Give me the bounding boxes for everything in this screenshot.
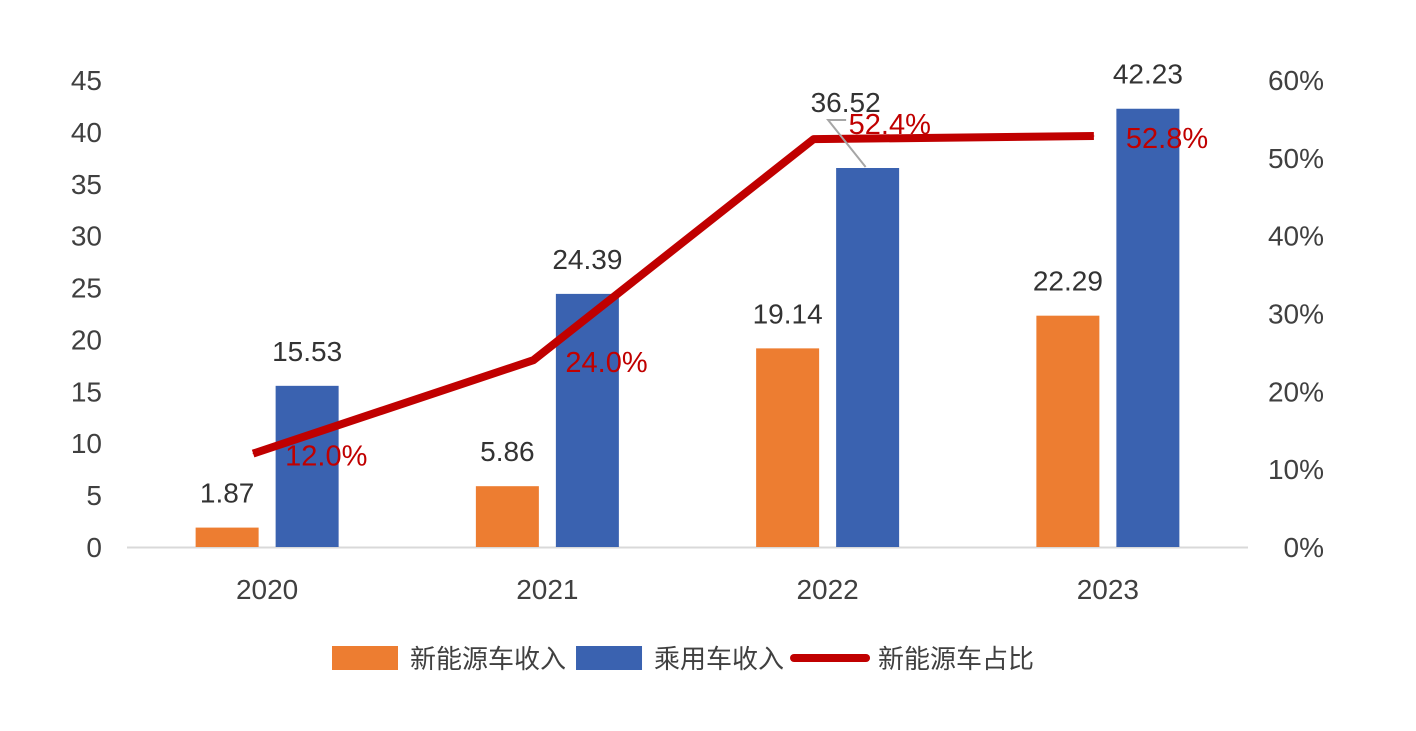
y-right-tick-label: 40% [1268, 221, 1324, 252]
y-left-tick-label: 5 [86, 480, 102, 511]
y-right-tick-label: 30% [1268, 299, 1324, 330]
bar-data-label: 1.87 [200, 478, 255, 509]
bar-data-label: 36.52 [811, 87, 881, 118]
y-left-tick-label: 10 [71, 428, 102, 459]
legend-swatch [576, 646, 643, 670]
x-tick-label: 2023 [1077, 574, 1139, 605]
line-layer [251, 132, 1095, 458]
label-leader-line [826, 119, 867, 168]
bar-data-label: 5.86 [480, 436, 535, 467]
y-right-tick-label: 20% [1268, 376, 1324, 407]
y-right-tick-label: 10% [1268, 454, 1324, 485]
bar [836, 168, 900, 548]
line-data-label: 12.0% [285, 441, 367, 473]
bar [756, 348, 820, 547]
bar [275, 385, 339, 547]
bar-data-label: 24.39 [552, 244, 622, 275]
y-right-tick-label: 60% [1268, 65, 1324, 96]
bar [1036, 315, 1100, 547]
y-left-tick-label: 15 [71, 376, 102, 407]
y-left-tick-label: 30 [71, 221, 102, 252]
bar-data-label: 22.29 [1033, 266, 1103, 297]
bar-data-label: 15.53 [272, 336, 342, 367]
y-left-tick-label: 35 [71, 169, 102, 200]
x-tick-label: 2021 [516, 574, 578, 605]
y-left-tick-label: 45 [71, 65, 102, 96]
legend: 新能源车收入 乘用车收入 新能源车占比 [332, 644, 1034, 674]
bar-data-label: 19.14 [753, 298, 823, 329]
line-point [532, 359, 534, 361]
x-tick-label: 2020 [236, 574, 298, 605]
bar-data-label: 42.23 [1113, 59, 1183, 90]
line-point [252, 453, 254, 455]
bars-layer [195, 108, 1180, 548]
labels-layer: 1.87 5.86 19.14 22.29 15.53 24.39 36.52 42.23 12… [200, 59, 1208, 509]
y-left-tick-label: 0 [86, 532, 102, 563]
x-tick-label: 2022 [796, 574, 858, 605]
axes-layer: 0 5 10 15 20 25 30 35 40 45 0% 10% 20% 30% 40% 50% 60% 20… [71, 65, 1324, 605]
bar [1116, 108, 1180, 547]
line-data-label: 52.8% [1126, 123, 1208, 155]
y-left-tick-label: 25 [71, 273, 102, 304]
y-left-tick-label: 40 [71, 117, 102, 148]
line-data-label: 52.4% [849, 109, 931, 141]
line-point [813, 138, 815, 140]
y-right-tick-label: 0% [1284, 532, 1324, 563]
y-right-tick-label: 50% [1268, 143, 1324, 174]
bar [195, 527, 259, 547]
legend-swatch [332, 646, 398, 670]
line-data-label: 24.0% [565, 347, 647, 379]
legend-label: 新能源车占比 [878, 644, 1034, 674]
y-left-tick-label: 20 [71, 324, 102, 355]
legend-label: 新能源车收入 [410, 644, 566, 674]
bar [475, 486, 539, 547]
line-series [251, 132, 1094, 458]
line-point [1093, 135, 1095, 137]
legend-label: 乘用车收入 [654, 644, 784, 674]
